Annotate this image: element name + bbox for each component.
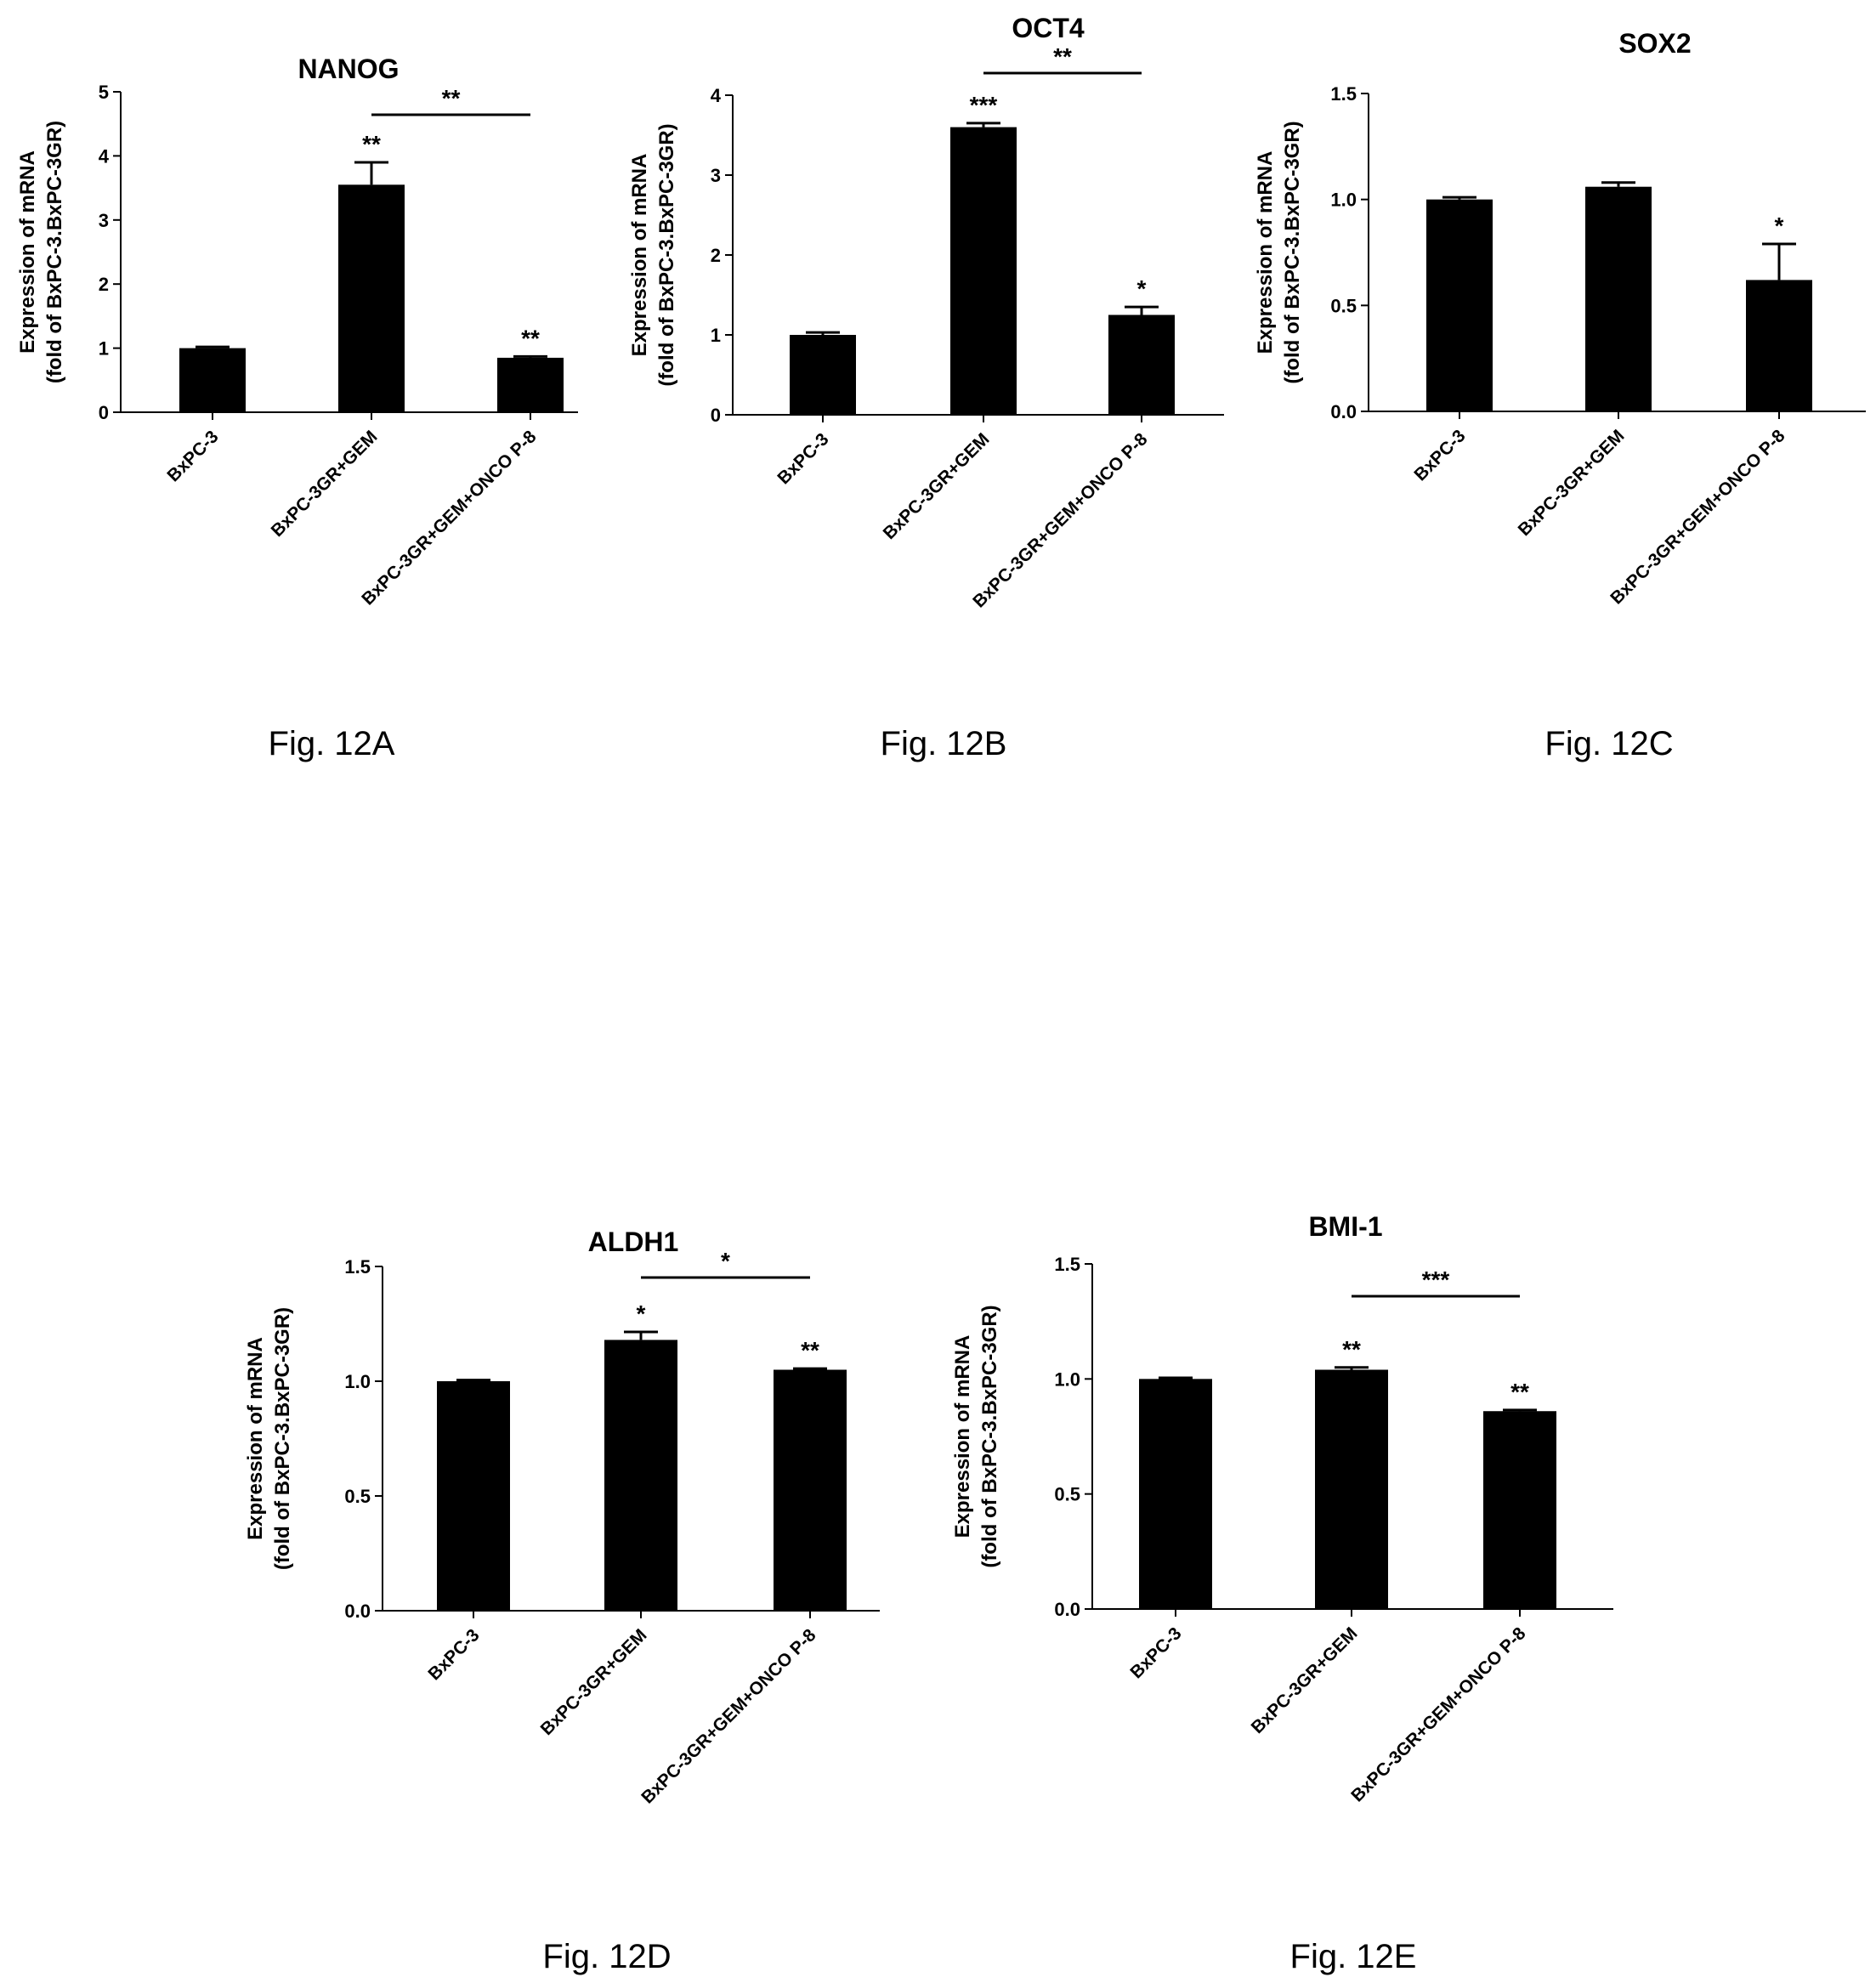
y-tick-label: 0.0 — [1330, 401, 1357, 422]
significance-label: * — [637, 1300, 646, 1327]
y-axis-label: Expression of mRNA — [628, 154, 651, 357]
x-tick-label: BxPC-3 — [424, 1625, 483, 1684]
y-tick-label: 1 — [99, 338, 109, 360]
chart-title: NANOG — [298, 54, 399, 84]
bar — [1746, 280, 1812, 411]
bar — [1108, 314, 1175, 415]
x-tick-label: BxPC-3GR+GEM — [880, 429, 994, 543]
significance-label: * — [1137, 275, 1147, 302]
x-tick-label: BxPC-3GR+GEM — [1515, 426, 1629, 540]
figure-caption: Fig. 12B — [881, 725, 1007, 762]
y-tick-label: 1.5 — [344, 1256, 371, 1278]
x-tick-label: BxPC-3GR+GEM — [1248, 1623, 1362, 1737]
bracket-significance-label: ** — [442, 85, 461, 111]
y-tick-label: 0.5 — [1330, 295, 1357, 316]
x-tick-label: BxPC-3GR+GEM — [268, 427, 382, 541]
y-tick-label: 2 — [99, 274, 109, 295]
y-tick-label: 0 — [99, 402, 109, 423]
significance-label: * — [1775, 212, 1784, 239]
y-tick-label: 3 — [99, 210, 109, 231]
y-tick-label: 3 — [711, 165, 721, 186]
y-tick-label: 1.0 — [1054, 1368, 1080, 1390]
y-tick-label: 0.5 — [1054, 1484, 1080, 1505]
bar — [1585, 186, 1652, 411]
x-tick-label: BxPC-3 — [1126, 1623, 1185, 1682]
x-tick-label: BxPC-3GR+GEM+ONCO P-8 — [1347, 1623, 1530, 1806]
bracket-significance-label: *** — [1422, 1266, 1450, 1293]
y-axis-label: (fold of BxPC-3.BxPC-3GR) — [271, 1307, 294, 1570]
chart-title: ALDH1 — [588, 1227, 679, 1257]
y-axis-label: (fold of BxPC-3.BxPC-3GR) — [1281, 121, 1304, 383]
y-axis-label: (fold of BxPC-3.BxPC-3GR) — [655, 123, 678, 386]
chart-panel-4: ALDH1 Expression of mRNA (fold of BxPC-3.B… — [244, 1227, 880, 1975]
bar — [790, 335, 856, 415]
significance-label: ** — [1342, 1336, 1361, 1363]
y-tick-label: 0.0 — [344, 1601, 371, 1622]
x-tick-label: BxPC-3 — [1410, 426, 1469, 484]
bar — [437, 1381, 510, 1611]
significance-label: ** — [362, 131, 381, 157]
figure-caption: Fig. 12A — [269, 725, 395, 762]
y-tick-label: 0.5 — [344, 1486, 371, 1507]
y-axis-label: Expression of mRNA — [1254, 151, 1277, 354]
bar — [604, 1340, 677, 1611]
bar — [1139, 1379, 1212, 1609]
significance-label: ** — [521, 325, 540, 351]
x-tick-label: BxPC-3 — [163, 427, 222, 485]
y-tick-label: 1.5 — [1330, 83, 1357, 105]
significance-label: ** — [801, 1337, 819, 1363]
y-axis-label: (fold of BxPC-3.BxPC-3GR) — [978, 1305, 1001, 1567]
chart-panel-2: OCT4 Expression of mRNA (fold of BxPC-3.Bx… — [628, 13, 1224, 762]
chart-panel-5: BMI-1 Expression of mRNA (fold of BxPC-3.B… — [951, 1211, 1613, 1975]
x-tick-label: BxPC-3GR+GEM — [537, 1625, 651, 1739]
bracket-significance-label: * — [721, 1248, 730, 1274]
y-axis-label: (fold of BxPC-3.BxPC-3GR) — [43, 121, 66, 383]
y-tick-label: 1.0 — [344, 1371, 371, 1392]
y-tick-label: 4 — [711, 85, 722, 106]
chart-title: BMI-1 — [1308, 1211, 1382, 1242]
x-tick-label: BxPC-3GR+GEM+ONCO P-8 — [638, 1625, 820, 1808]
chart-panel-3: SOX2 Expression of mRNA (fold of BxPC-3.Bx… — [1254, 28, 1866, 762]
y-tick-label: 0.0 — [1054, 1599, 1080, 1620]
chart-panel-1: NANOG Expression of mRNA (fold of BxPC-3.B… — [16, 54, 578, 762]
bar — [338, 184, 405, 412]
bar — [1315, 1369, 1388, 1609]
figure-caption: Fig. 12D — [542, 1938, 671, 1975]
bar — [1483, 1411, 1556, 1609]
y-tick-label: 5 — [99, 82, 109, 103]
y-axis-label: Expression of mRNA — [951, 1335, 974, 1538]
y-tick-label: 0 — [711, 405, 721, 426]
y-tick-label: 1.0 — [1330, 190, 1357, 211]
chart-title: OCT4 — [1012, 13, 1085, 43]
y-tick-label: 4 — [99, 145, 110, 167]
x-tick-label: BxPC-3GR+GEM+ONCO P-8 — [358, 427, 541, 609]
figure-caption: Fig. 12C — [1544, 725, 1673, 762]
y-tick-label: 1.5 — [1054, 1254, 1080, 1275]
figure-caption: Fig. 12E — [1290, 1938, 1417, 1975]
bar — [774, 1369, 847, 1611]
y-axis-label: Expression of mRNA — [16, 150, 39, 354]
significance-label: ** — [1510, 1379, 1529, 1405]
x-tick-label: BxPC-3 — [774, 429, 832, 488]
x-tick-label: BxPC-3GR+GEM+ONCO P-8 — [969, 429, 1152, 612]
bar — [950, 127, 1017, 415]
y-tick-label: 2 — [711, 245, 721, 266]
y-axis-label: Expression of mRNA — [244, 1337, 267, 1540]
bar — [179, 348, 246, 412]
y-tick-label: 1 — [711, 325, 721, 346]
chart-title: SOX2 — [1618, 28, 1691, 59]
significance-label: *** — [970, 92, 998, 118]
bracket-significance-label: ** — [1053, 43, 1072, 70]
x-tick-label: BxPC-3GR+GEM+ONCO P-8 — [1607, 426, 1789, 609]
bar — [497, 357, 564, 412]
bar — [1426, 199, 1493, 411]
